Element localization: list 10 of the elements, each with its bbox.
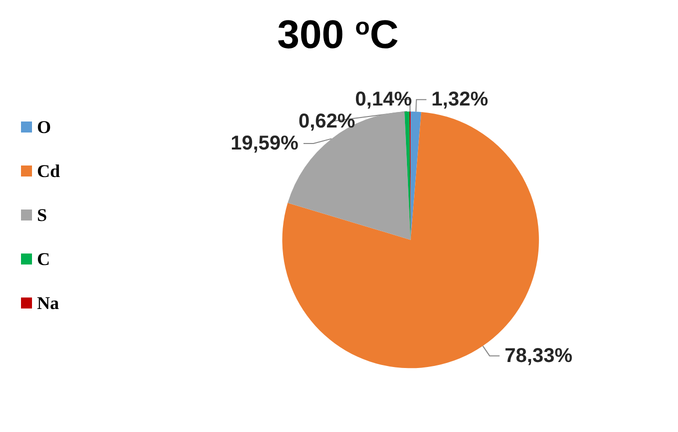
legend-label: Na bbox=[37, 293, 59, 313]
data-label: 19,59% bbox=[230, 132, 299, 154]
data-label: 78,33% bbox=[504, 344, 573, 367]
legend-label: Cd bbox=[37, 161, 60, 181]
legend-label: S bbox=[37, 205, 48, 225]
legend-label: C bbox=[37, 249, 50, 269]
data-label: 0,62% bbox=[298, 110, 356, 132]
data-label: 0,14% bbox=[355, 88, 412, 110]
legend-label: O bbox=[37, 117, 52, 137]
data-label: 1,32% bbox=[431, 88, 488, 111]
